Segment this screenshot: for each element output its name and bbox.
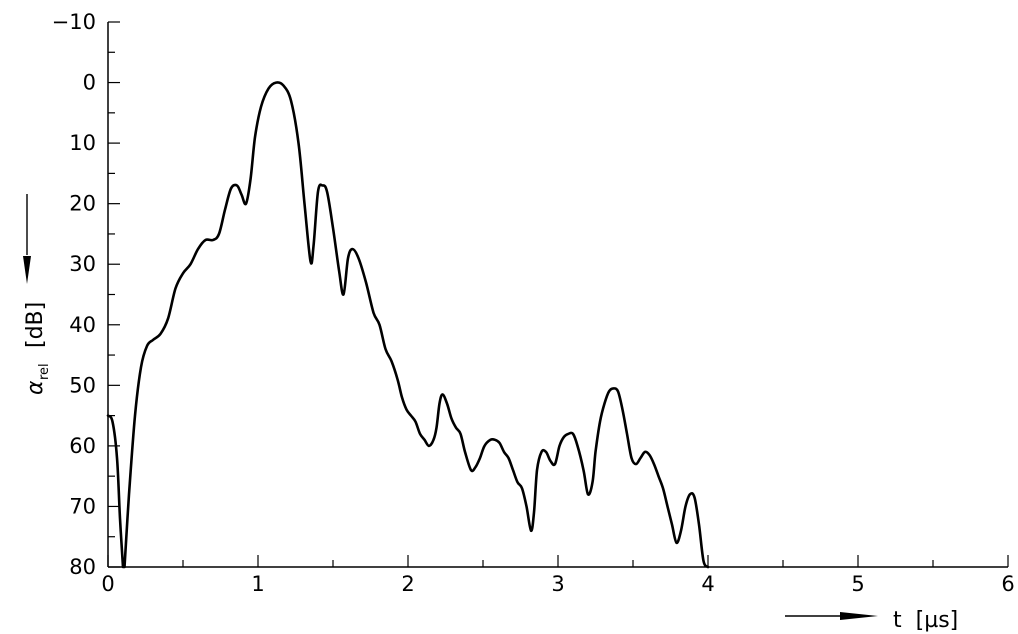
y-axis-symbol: α — [23, 380, 48, 395]
x-tick-label: 1 — [251, 572, 264, 596]
y-axis-label-group: α rel [dB] — [23, 194, 52, 395]
attenuation-curve — [106, 81, 710, 569]
y-tick-label: 20 — [69, 192, 96, 216]
y-axis-subscript: rel — [37, 363, 52, 380]
x-tick-label: 2 — [401, 572, 414, 596]
y-tick-label: 0 — [83, 71, 96, 95]
y-axis-arrow-head — [23, 256, 31, 284]
y-tick-label: 80 — [69, 555, 96, 579]
y-tick-label: 40 — [69, 313, 96, 337]
x-axis-label-group: t [µs] — [785, 608, 958, 633]
x-axis-label: t [µs] — [893, 608, 958, 633]
y-tick-label: 10 — [69, 131, 96, 155]
y-tick-label: 30 — [69, 252, 96, 276]
x-tick-label: 4 — [701, 572, 714, 596]
y-tick-label: 50 — [69, 373, 96, 397]
y-tick-label: 60 — [69, 434, 96, 458]
y-axis-unit: [dB] — [23, 302, 48, 348]
y-tick-label: −10 — [52, 10, 96, 34]
x-tick-label: 0 — [101, 572, 114, 596]
x-tick-label: 6 — [1001, 572, 1014, 596]
x-tick-label: 3 — [551, 572, 564, 596]
x-tick-label: 5 — [851, 572, 864, 596]
y-tick-label: 70 — [69, 494, 96, 518]
x-axis-arrow-head — [840, 612, 878, 620]
axes — [107, 22, 1008, 568]
ticks — [107, 21, 1009, 568]
